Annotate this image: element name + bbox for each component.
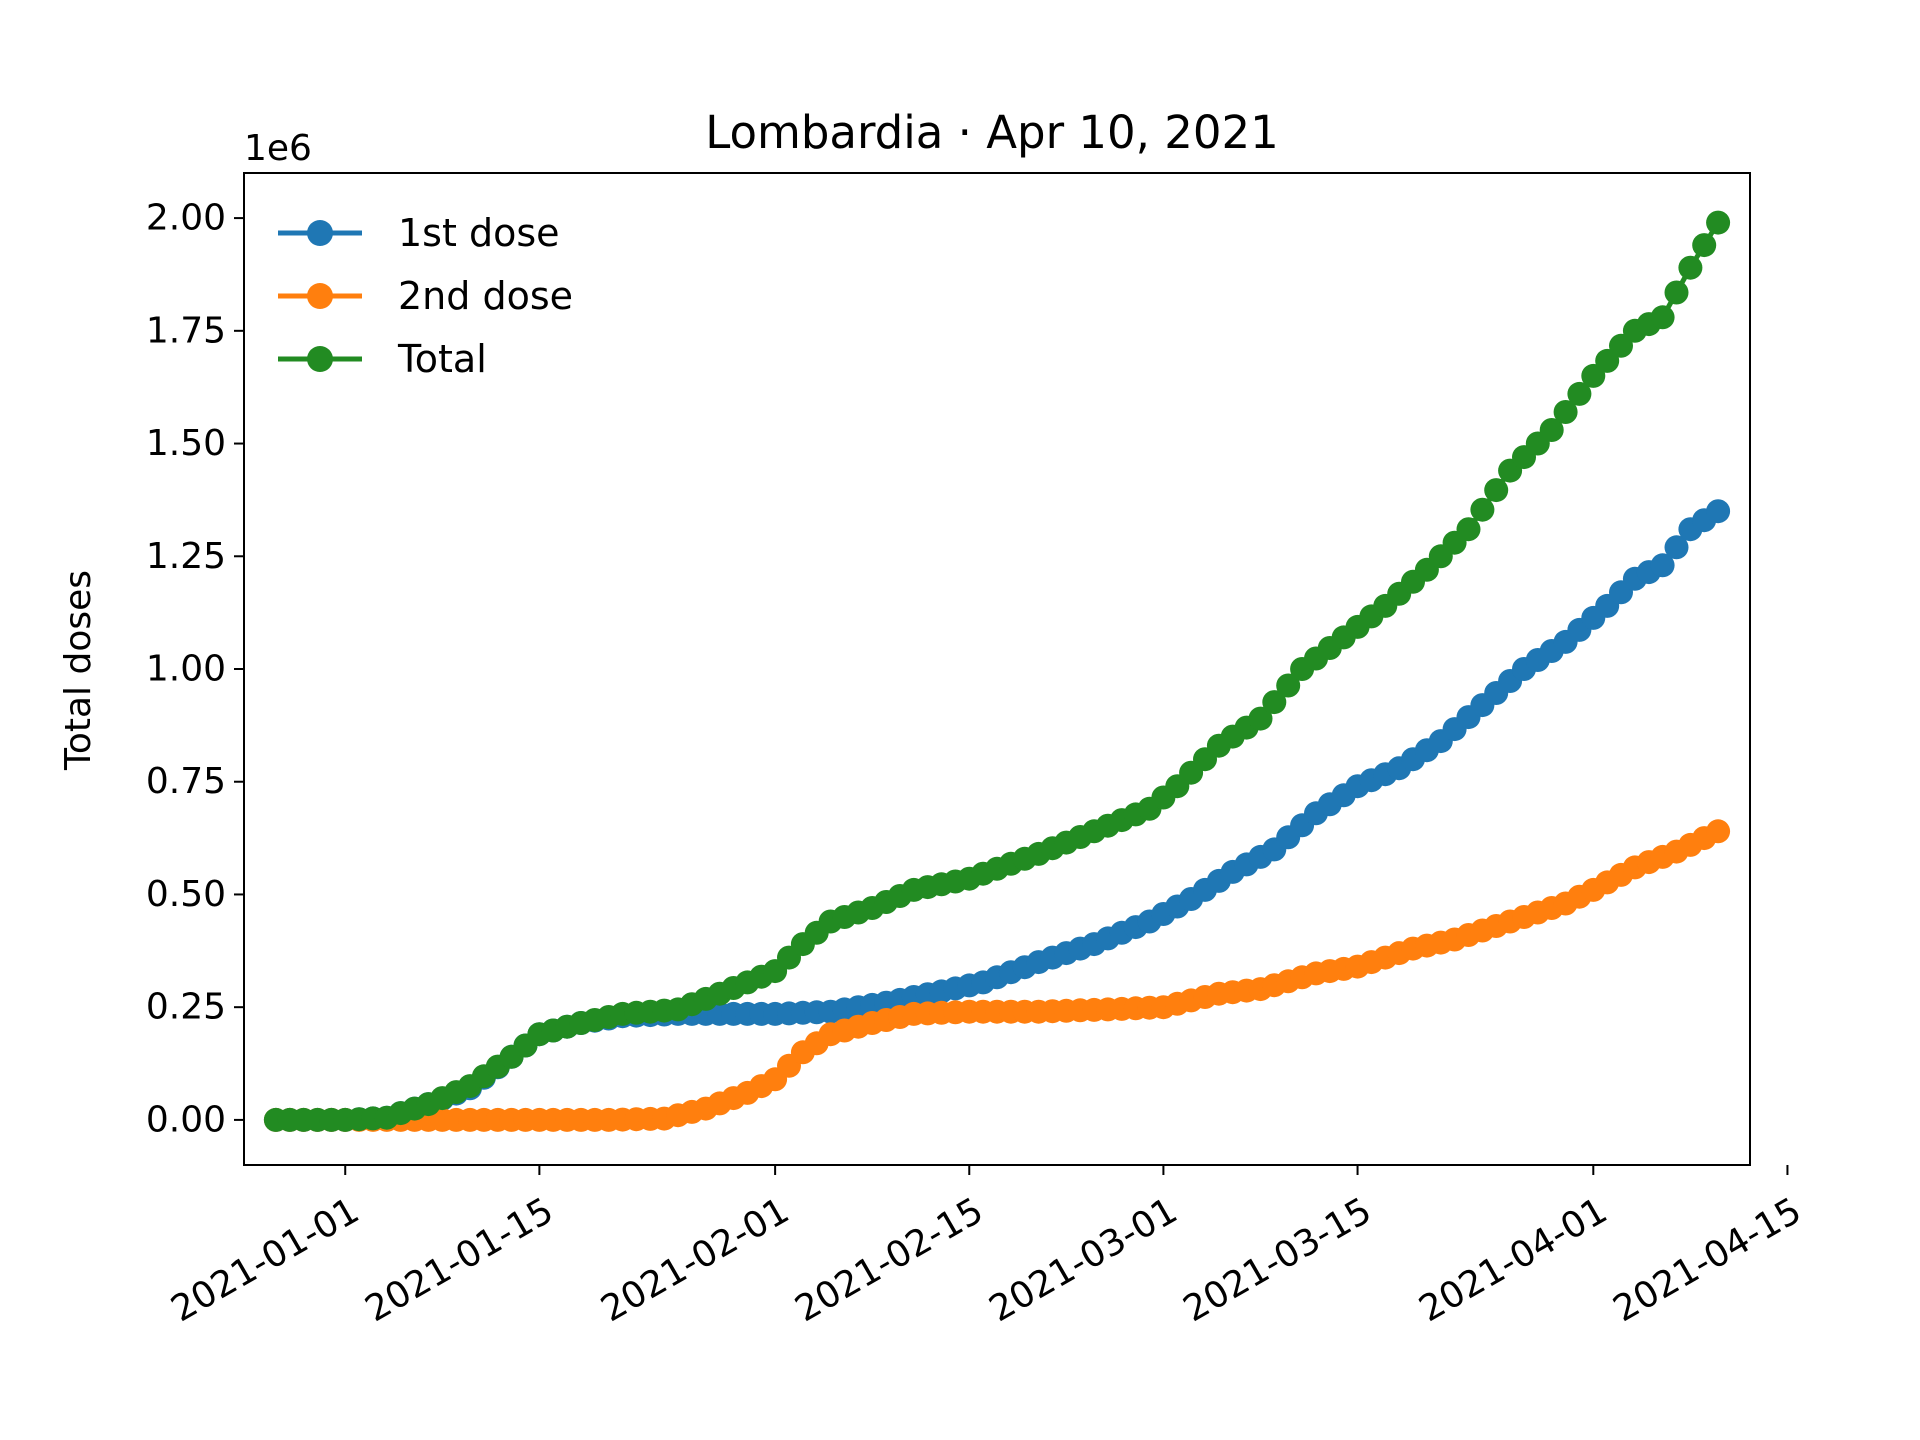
data-point xyxy=(1678,255,1703,280)
legend-item: 1st dose xyxy=(278,211,560,255)
y-offset-label: 1e6 xyxy=(244,128,312,169)
series-3 xyxy=(263,210,1731,1132)
x-tick-label: 2021-01-15 xyxy=(359,1190,561,1330)
data-point xyxy=(1456,517,1481,542)
y-tick-label: 0.50 xyxy=(146,874,226,915)
data-point xyxy=(1706,819,1731,844)
legend-item: Total xyxy=(278,337,487,381)
x-tick-label: 2021-01-01 xyxy=(164,1190,366,1330)
data-point xyxy=(1706,499,1731,524)
legend-label: 2nd dose xyxy=(398,274,573,318)
data-point xyxy=(1664,535,1689,560)
legend-label: 1st dose xyxy=(398,211,560,255)
series-line xyxy=(275,509,1720,1123)
y-tick-label: 1.50 xyxy=(146,423,226,464)
x-tick-label: 2021-02-01 xyxy=(594,1190,796,1330)
data-point xyxy=(1484,478,1509,503)
series-1 xyxy=(263,499,1731,1132)
data-point xyxy=(1650,553,1675,578)
y-tick-label: 2.00 xyxy=(146,198,226,239)
x-tick-label: 2021-04-01 xyxy=(1413,1190,1615,1330)
data-point xyxy=(1539,418,1564,442)
y-tick-label: 1.25 xyxy=(146,536,226,577)
legend-label: Total xyxy=(397,337,487,381)
legend-marker xyxy=(307,220,333,246)
legend: 1st dose 2nd dose Total xyxy=(278,211,573,381)
data-point xyxy=(1567,381,1592,406)
series-layer xyxy=(263,210,1731,1132)
data-point xyxy=(1692,233,1717,258)
legend-item: 2nd dose xyxy=(278,274,573,318)
data-point xyxy=(1664,280,1689,305)
y-axis-label: Total doses xyxy=(58,570,99,771)
y-axis: 0.00 0.25 0.50 0.75 1.00 1.25 1.50 1.75 2.00 xyxy=(146,198,244,1140)
y-tick-label: 0.00 xyxy=(146,1099,226,1140)
data-point xyxy=(1262,690,1287,715)
data-point xyxy=(1553,400,1578,424)
data-point xyxy=(1706,210,1731,235)
data-point xyxy=(1276,673,1301,698)
data-point xyxy=(1650,305,1675,330)
data-point xyxy=(1248,706,1273,731)
y-tick-label: 1.00 xyxy=(146,649,226,690)
x-tick-label: 2021-02-15 xyxy=(788,1190,990,1330)
legend-marker xyxy=(307,346,333,372)
y-tick-label: 1.75 xyxy=(146,310,226,351)
data-point xyxy=(1470,497,1495,522)
x-tick-label: 2021-03-15 xyxy=(1177,1190,1379,1330)
legend-marker xyxy=(307,283,333,309)
y-tick-label: 0.75 xyxy=(146,761,226,802)
x-tick-label: 2021-03-01 xyxy=(983,1190,1185,1330)
x-tick-label: 2021-04-15 xyxy=(1607,1190,1809,1330)
y-tick-label: 0.25 xyxy=(146,987,226,1028)
chart-title: Lombardia · Apr 10, 2021 xyxy=(705,106,1279,159)
